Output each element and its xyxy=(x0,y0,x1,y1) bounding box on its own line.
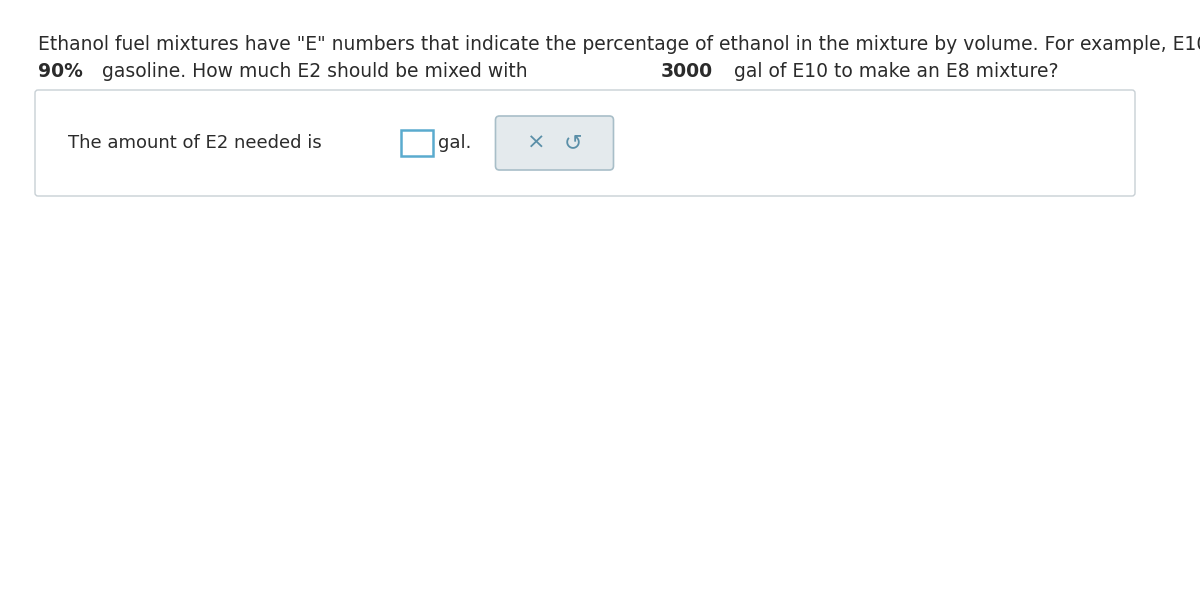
FancyBboxPatch shape xyxy=(35,90,1135,196)
FancyBboxPatch shape xyxy=(402,130,433,156)
FancyBboxPatch shape xyxy=(496,116,613,170)
Text: gal of E10 to make an E8 mixture?: gal of E10 to make an E8 mixture? xyxy=(728,62,1058,81)
Text: 90%: 90% xyxy=(38,62,83,81)
Text: ↺: ↺ xyxy=(564,133,582,153)
Text: 3000: 3000 xyxy=(660,62,713,81)
Text: ×: × xyxy=(527,133,545,153)
Text: gal.: gal. xyxy=(438,134,472,152)
Text: The amount of E2 needed is: The amount of E2 needed is xyxy=(68,134,322,152)
Text: gasoline. How much E2 should be mixed with: gasoline. How much E2 should be mixed wi… xyxy=(96,62,534,81)
Text: Ethanol fuel mixtures have "E" numbers that indicate the percentage of ethanol i: Ethanol fuel mixtures have "E" numbers t… xyxy=(38,35,1200,54)
